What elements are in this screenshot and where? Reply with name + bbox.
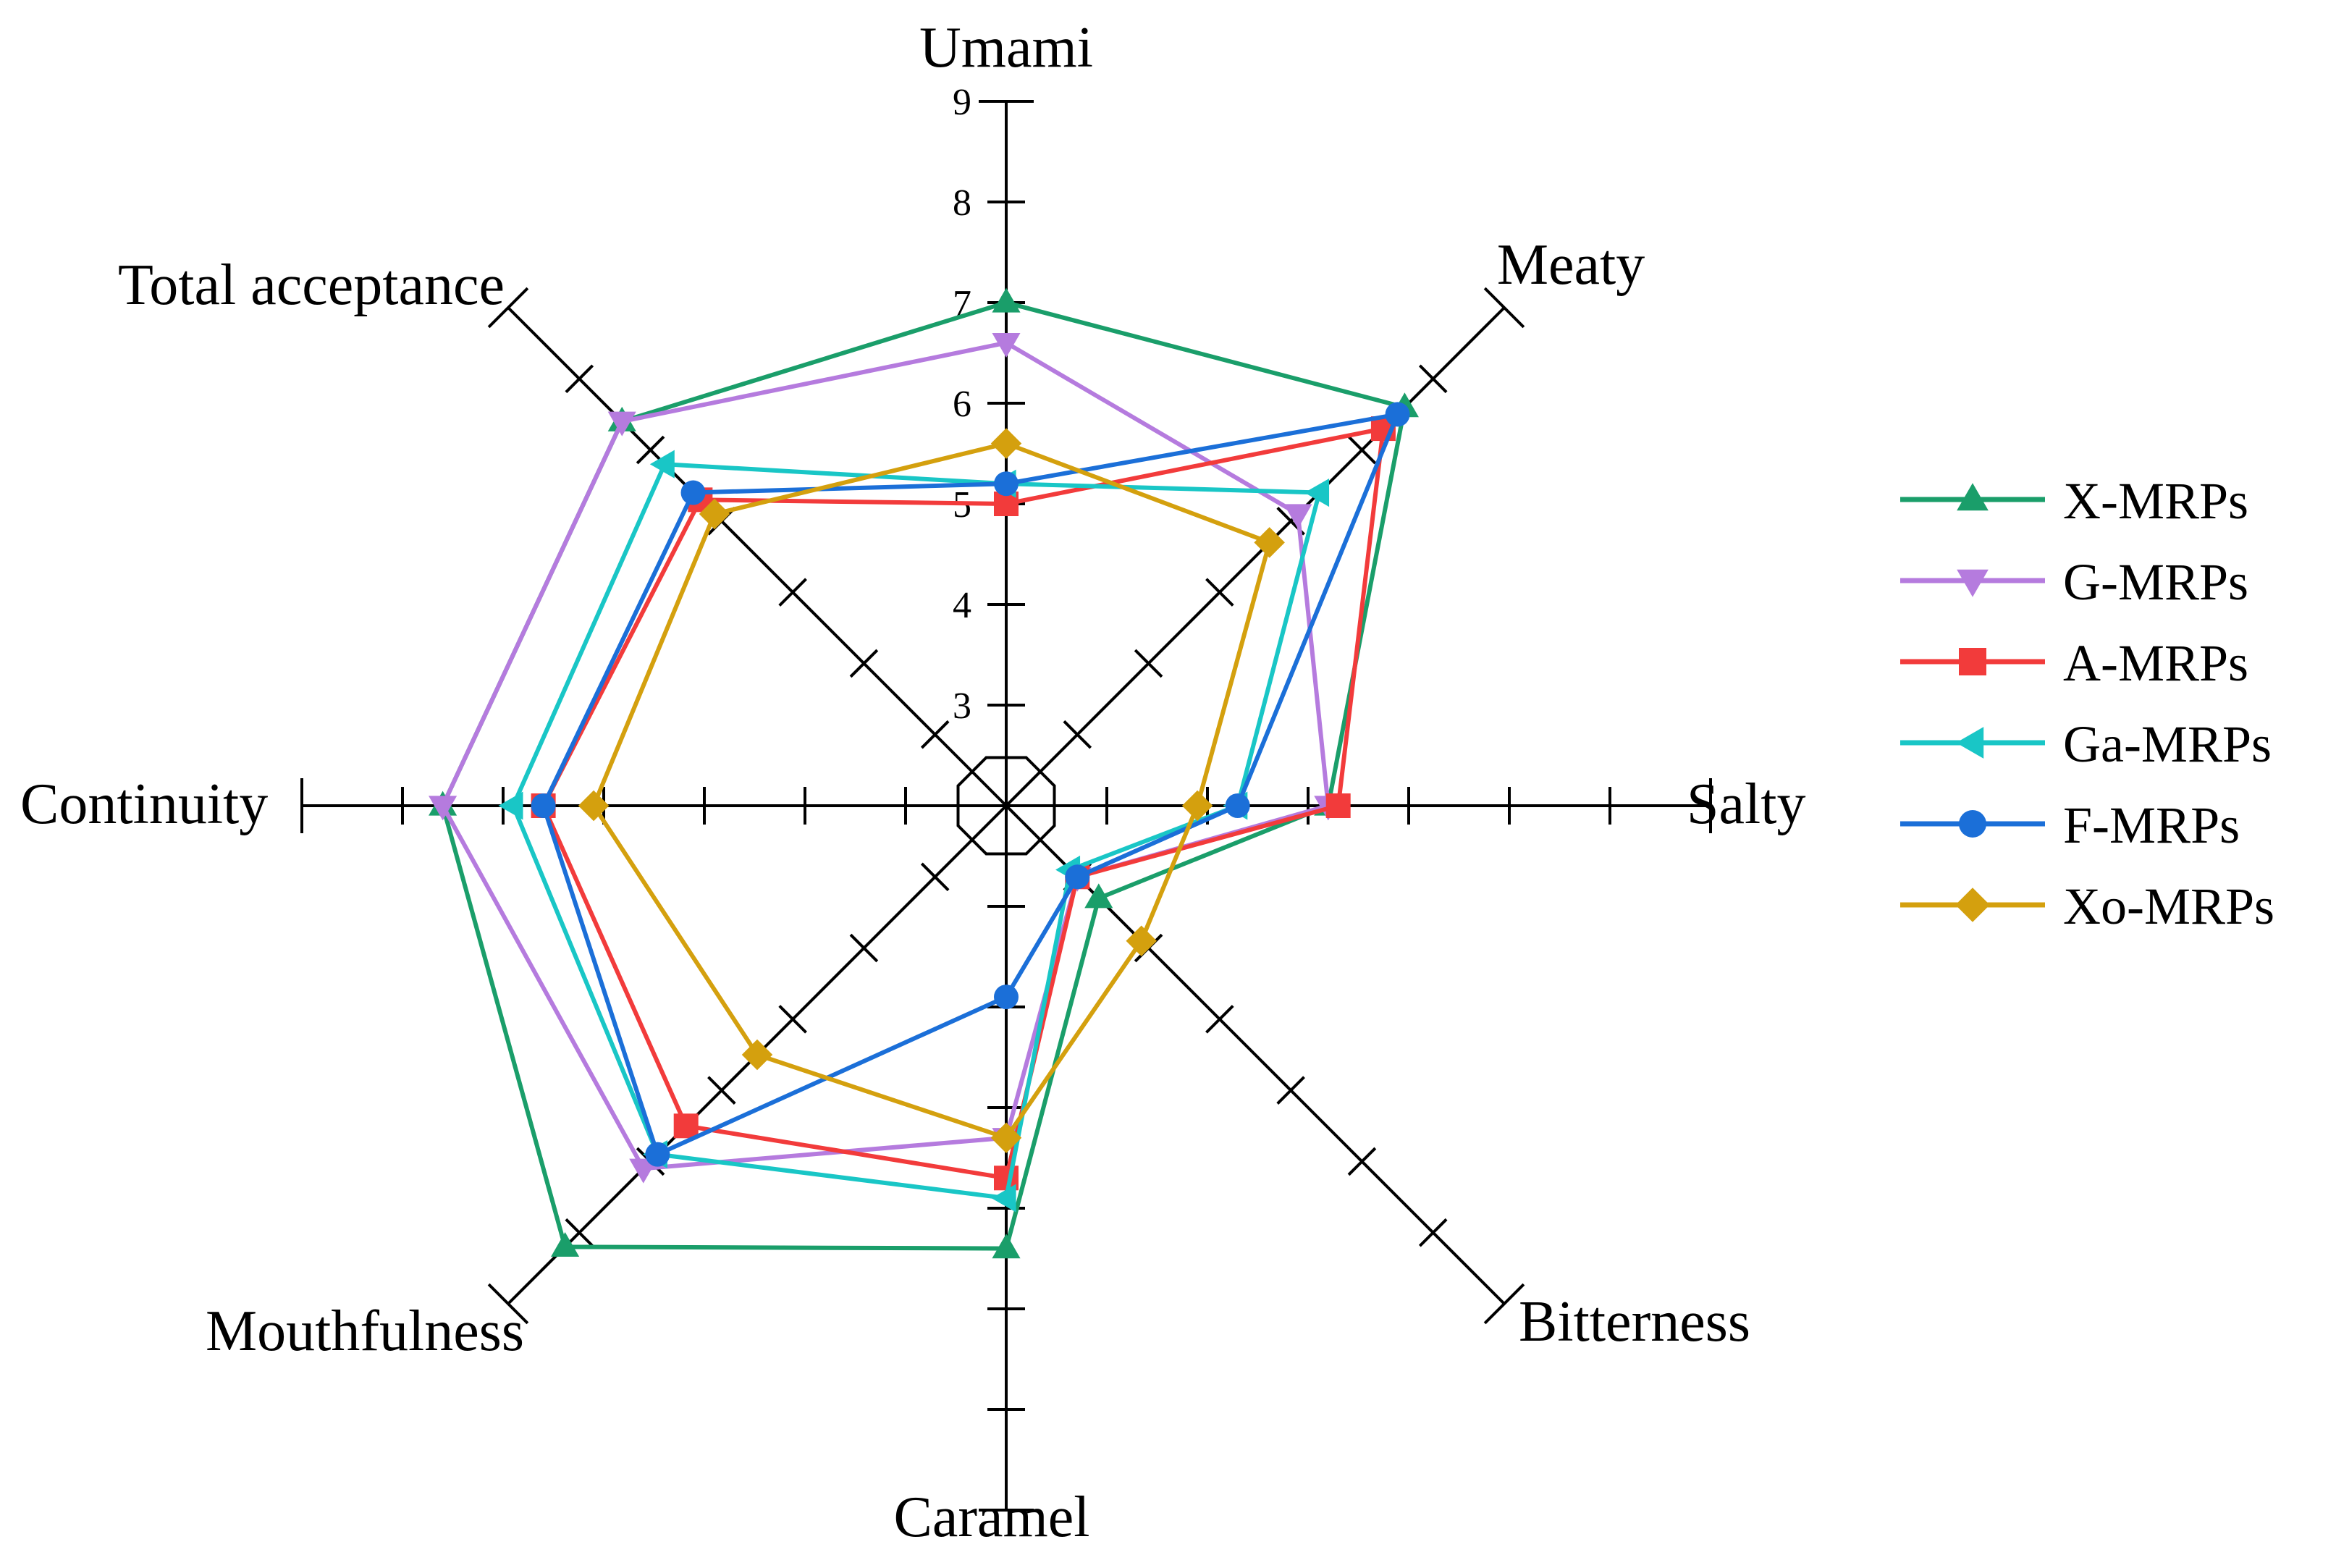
series-x-mrps xyxy=(429,287,1419,1259)
legend-label-a-mrps: A-MRPs xyxy=(2063,634,2248,692)
axis-tick xyxy=(1205,578,1234,607)
axis-tick xyxy=(778,578,807,607)
radial-tick-label: 9 xyxy=(953,82,971,123)
legend-item-ga-mrps: Ga-MRPs xyxy=(1900,715,2272,773)
axis-tick xyxy=(849,649,879,678)
axis-line-meaty xyxy=(1005,306,1506,807)
axis-tick xyxy=(920,720,950,749)
data-point-x-mrps-caramel xyxy=(992,1234,1021,1259)
axis-tick xyxy=(1205,1005,1234,1034)
data-point-x-mrps-bitterness xyxy=(1084,883,1113,909)
axis-tick xyxy=(487,287,529,329)
data-point-xo-mrps-bitterness xyxy=(1126,925,1157,956)
axis-label-meaty: Meaty xyxy=(1497,233,1645,297)
data-point-ga-mrps-total-acceptance xyxy=(649,450,675,479)
axis-tick xyxy=(707,1076,736,1105)
axis-label-bitterness: Bitterness xyxy=(1519,1290,1750,1354)
center-octagon xyxy=(956,756,1056,856)
data-point-a-mrps-salty xyxy=(1325,793,1351,818)
axis-tick xyxy=(487,1283,529,1325)
legend-marker-x-mrps xyxy=(1957,483,1989,511)
radial-tick-label: 3 xyxy=(953,686,971,727)
legend-item-x-mrps: X-MRPs xyxy=(1900,472,2248,530)
data-point-f-mrps-total-acceptance xyxy=(680,480,706,505)
data-point-f-mrps-salty xyxy=(1225,793,1250,818)
axis-tick xyxy=(565,1218,594,1247)
axis-label-umami: Umami xyxy=(919,16,1093,80)
axis-label-total-acceptance: Total acceptance xyxy=(118,253,505,317)
data-point-xo-mrps-salty xyxy=(1181,790,1213,822)
legend: X-MRPs G-MRPs A-MRPs Ga-MRPs F-MRPs Xo-MRPs xyxy=(1900,472,2274,935)
data-point-g-mrps-meaty xyxy=(1283,504,1312,529)
data-point-g-mrps-continuity xyxy=(429,796,457,821)
legend-label-g-mrps: G-MRPs xyxy=(2063,553,2248,611)
data-point-f-mrps-continuity xyxy=(531,793,556,818)
data-point-f-mrps-meaty xyxy=(1385,402,1410,427)
data-point-xo-mrps-meaty xyxy=(1254,527,1285,558)
legend-marker-xo-mrps xyxy=(1955,888,1990,922)
legend-marker-f-mrps xyxy=(1959,810,1986,838)
data-point-xo-mrps-total-acceptance xyxy=(699,498,730,530)
axis-label-continuity: Continuity xyxy=(20,772,268,836)
series-ga-mrps xyxy=(498,450,1330,1213)
data-point-ga-mrps-caramel xyxy=(991,1184,1016,1213)
legend-item-g-mrps: G-MRPs xyxy=(1900,553,2248,611)
legend-label-ga-mrps: Ga-MRPs xyxy=(2063,715,2272,773)
data-point-f-mrps-caramel xyxy=(994,985,1019,1010)
axis-tick xyxy=(1276,1076,1305,1105)
data-point-xo-mrps-continuity xyxy=(578,790,610,822)
data-point-f-mrps-mouthfulness xyxy=(645,1142,670,1167)
axis-label-mouthfulness: Mouthfulness xyxy=(206,1299,524,1363)
radial-tick-label: 6 xyxy=(953,384,971,425)
legend-marker-a-mrps xyxy=(1959,648,1986,675)
data-point-x-mrps-umami xyxy=(992,287,1021,313)
legend-item-a-mrps: A-MRPs xyxy=(1900,634,2248,692)
legend-label-f-mrps: F-MRPs xyxy=(2063,796,2240,854)
axis-label-caramel: Caramel xyxy=(894,1485,1090,1549)
axis-tick xyxy=(1134,649,1163,678)
data-point-g-mrps-mouthfulness xyxy=(629,1158,658,1184)
series-xo-mrps xyxy=(578,428,1285,1153)
axis-tick xyxy=(565,364,594,394)
axis-tick xyxy=(1063,720,1092,749)
data-point-ga-mrps-continuity xyxy=(498,791,523,820)
axis-label-salty: Salty xyxy=(1687,772,1805,836)
axis-tick xyxy=(778,1005,807,1034)
data-point-a-mrps-mouthfulness xyxy=(673,1113,699,1139)
axis-tick xyxy=(1347,435,1377,465)
axis-line-total-acceptance xyxy=(507,306,1008,807)
series-line-xo-mrps xyxy=(591,441,1272,1140)
legend-label-x-mrps: X-MRPs xyxy=(2063,472,2248,530)
series-f-mrps xyxy=(531,402,1410,1167)
series-line-x-mrps xyxy=(440,300,1407,1251)
axis-tick xyxy=(1418,1218,1448,1247)
axis-labels: Umami Meaty Salty Bitterness Caramel Mouthful… xyxy=(20,16,1805,1549)
legend-marker-ga-mrps xyxy=(1956,727,1984,759)
radial-tick-label: 4 xyxy=(953,585,971,626)
legend-item-f-mrps: F-MRPs xyxy=(1900,796,2240,854)
radar-series xyxy=(429,287,1419,1259)
axis-tick xyxy=(1347,1147,1377,1176)
axis-tick xyxy=(849,933,879,963)
data-point-xo-mrps-mouthfulness xyxy=(741,1039,773,1071)
legend-marker-g-mrps xyxy=(1957,569,1989,597)
data-point-g-mrps-umami xyxy=(992,333,1021,358)
axis-tick xyxy=(1418,364,1448,394)
axis-tick xyxy=(1483,287,1525,329)
data-point-xo-mrps-umami xyxy=(990,428,1022,459)
data-point-xo-mrps-caramel xyxy=(990,1122,1022,1153)
axis-tick xyxy=(920,862,950,892)
data-point-g-mrps-total-acceptance xyxy=(607,411,636,437)
data-point-f-mrps-umami xyxy=(994,471,1019,497)
legend-item-xo-mrps: Xo-MRPs xyxy=(1900,877,2274,935)
axis-tick xyxy=(1483,1283,1525,1325)
legend-label-xo-mrps: Xo-MRPs xyxy=(2063,877,2274,935)
data-point-ga-mrps-meaty xyxy=(1304,478,1330,507)
data-point-x-mrps-mouthfulness xyxy=(551,1231,580,1257)
data-point-f-mrps-bitterness xyxy=(1065,864,1090,890)
radial-tick-label: 8 xyxy=(953,182,971,224)
axis-tick xyxy=(636,435,665,465)
